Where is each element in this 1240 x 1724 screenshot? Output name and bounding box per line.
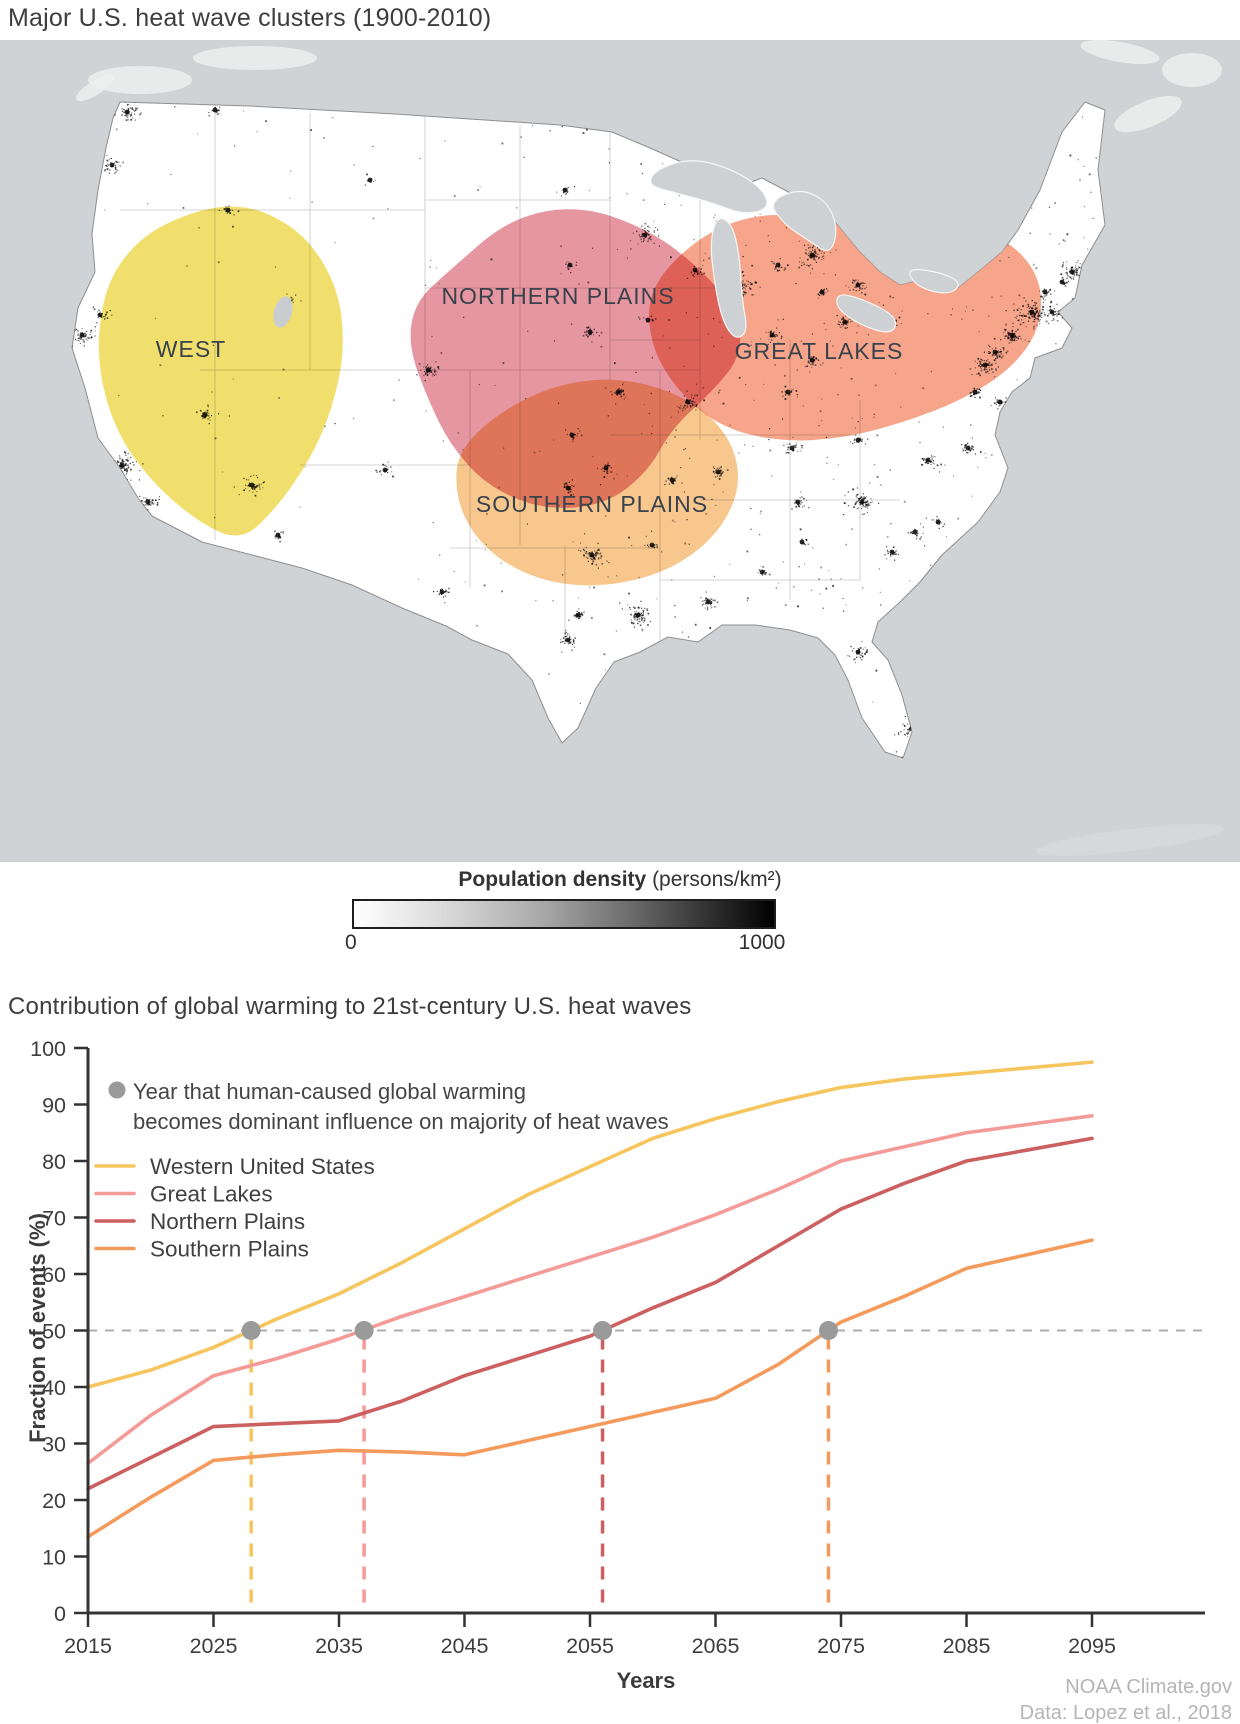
map-region-label-southern-plains: SOUTHERN PLAINS xyxy=(475,491,709,517)
marker-legend-dot xyxy=(108,1081,126,1099)
great-salt-lake xyxy=(273,296,293,328)
x-axis-label: Years xyxy=(616,1668,676,1693)
series-line-great-lakes xyxy=(86,1114,1094,1466)
density-min-label: 0 xyxy=(345,931,357,954)
foreign-land-patch xyxy=(88,66,192,94)
density-gradient-bar xyxy=(352,899,776,929)
series-legend: Western United States Great LakesNorthern… xyxy=(94,1154,375,1262)
density-legend-title: Population density (persons/km²) xyxy=(0,868,1240,892)
great-lake-water xyxy=(650,160,768,214)
great-lake-water xyxy=(710,217,747,338)
legend-label-southern-plains: Southern Plains xyxy=(150,1237,309,1262)
svg-text:0: 0 xyxy=(54,1602,66,1626)
credit-source: NOAA Climate.gov xyxy=(1065,1676,1232,1698)
svg-text:50: 50 xyxy=(42,1320,66,1344)
svg-text:2075: 2075 xyxy=(817,1634,865,1658)
x-axis-ticks: 2015 2025 2035 2045 2055 2065 2075 2085 2095 xyxy=(64,1613,1116,1658)
foreign-land-patch xyxy=(1080,40,1160,65)
great-lake-water xyxy=(772,190,837,251)
density-legend-title-units: (persons/km²) xyxy=(646,868,782,891)
legend-label-northern-plains: Northern Plains xyxy=(150,1209,305,1234)
marker-annotation-line1: Year that human-caused global warming xyxy=(133,1079,526,1104)
y-axis-ticks: 0 10 20 30 40 50 60 70 80 90 100 xyxy=(30,1037,88,1626)
svg-text:20: 20 xyxy=(42,1489,66,1513)
crossing-dot-great-lakes xyxy=(354,1321,374,1340)
svg-text:2055: 2055 xyxy=(566,1634,614,1658)
marker-annotation-line2: becomes dominant influence on majority o… xyxy=(133,1109,669,1134)
region-northern-plains xyxy=(410,209,741,508)
legend-label-western-united-states: Western United States xyxy=(150,1154,375,1179)
svg-text:70: 70 xyxy=(42,1207,66,1231)
svg-text:60: 60 xyxy=(42,1263,66,1287)
foreign-land-patch xyxy=(1114,95,1182,133)
svg-text:30: 30 xyxy=(42,1433,66,1457)
svg-text:100: 100 xyxy=(30,1037,66,1061)
series-line-northern-plains xyxy=(86,1136,1094,1491)
svg-text:2015: 2015 xyxy=(64,1634,112,1658)
svg-text:2035: 2035 xyxy=(315,1634,363,1658)
svg-text:10: 10 xyxy=(42,1546,66,1570)
foreign-land-patch xyxy=(193,46,317,70)
density-max-label: 1000 xyxy=(738,931,786,954)
svg-text:2025: 2025 xyxy=(190,1634,238,1658)
foreign-land-patch xyxy=(75,74,115,102)
series-line-southern-plains xyxy=(86,1238,1094,1539)
credit-data: Data: Lopez et al., 2018 xyxy=(1019,1702,1232,1724)
chart-title: Contribution of global warming to 21st-c… xyxy=(8,993,692,1020)
svg-text:2085: 2085 xyxy=(943,1634,991,1658)
map-region-label-great-lakes: GREAT LAKES xyxy=(734,338,904,364)
svg-text:80: 80 xyxy=(42,1150,66,1174)
great-lake-water xyxy=(836,294,897,333)
svg-text:90: 90 xyxy=(42,1094,66,1118)
svg-text:2065: 2065 xyxy=(692,1634,740,1658)
density-legend-title-bold: Population density xyxy=(458,868,647,891)
crossing-dot-western-united-states xyxy=(241,1321,261,1340)
crossing-dot-northern-plains xyxy=(593,1321,613,1340)
map-title: Major U.S. heat wave clusters (1900-2010… xyxy=(8,4,492,32)
heat-wave-cluster-map xyxy=(0,40,1240,862)
great-lake-water xyxy=(909,269,959,294)
svg-text:40: 40 xyxy=(42,1376,66,1400)
map-region-label-northern-plains: NORTHERN PLAINS xyxy=(441,283,675,309)
svg-text:2045: 2045 xyxy=(441,1634,489,1658)
svg-text:2095: 2095 xyxy=(1068,1634,1116,1658)
legend-label-great-lakes: Great Lakes xyxy=(150,1182,273,1207)
cuba-landmass xyxy=(1035,824,1225,856)
crossing-year-dashes xyxy=(249,1336,831,1613)
y-axis-label: Fraction of events (%) xyxy=(25,1213,50,1443)
crossing-dot-southern-plains xyxy=(818,1321,838,1340)
region-west xyxy=(98,206,343,536)
map-region-label-west: WEST xyxy=(155,336,227,362)
foreign-land-patch xyxy=(1162,53,1222,87)
